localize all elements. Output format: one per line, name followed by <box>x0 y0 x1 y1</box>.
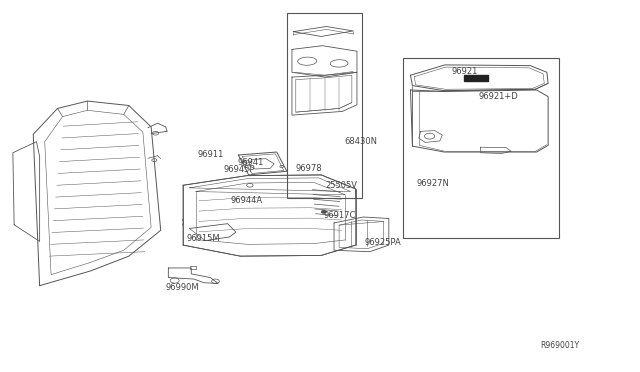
Text: 25505V: 25505V <box>325 182 357 190</box>
Text: 96921: 96921 <box>451 67 477 76</box>
Bar <box>403 58 559 238</box>
Text: 96990M: 96990M <box>166 283 200 292</box>
Text: 96917C: 96917C <box>324 211 356 220</box>
Text: 96945P: 96945P <box>223 164 255 173</box>
Text: 96944A: 96944A <box>231 196 263 205</box>
Text: R969001Y: R969001Y <box>540 341 579 350</box>
Bar <box>287 13 362 198</box>
Text: 96941: 96941 <box>237 157 264 167</box>
Text: 68430N: 68430N <box>344 137 377 146</box>
Text: 96911: 96911 <box>198 150 224 159</box>
Circle shape <box>321 211 326 213</box>
Text: 96978: 96978 <box>296 164 323 173</box>
Bar <box>190 266 196 269</box>
Text: 96915M: 96915M <box>186 234 220 243</box>
Text: 96925PA: 96925PA <box>365 238 401 247</box>
Text: 96921+D: 96921+D <box>478 92 518 101</box>
Text: 96927N: 96927N <box>417 179 450 187</box>
Polygon shape <box>464 75 488 81</box>
